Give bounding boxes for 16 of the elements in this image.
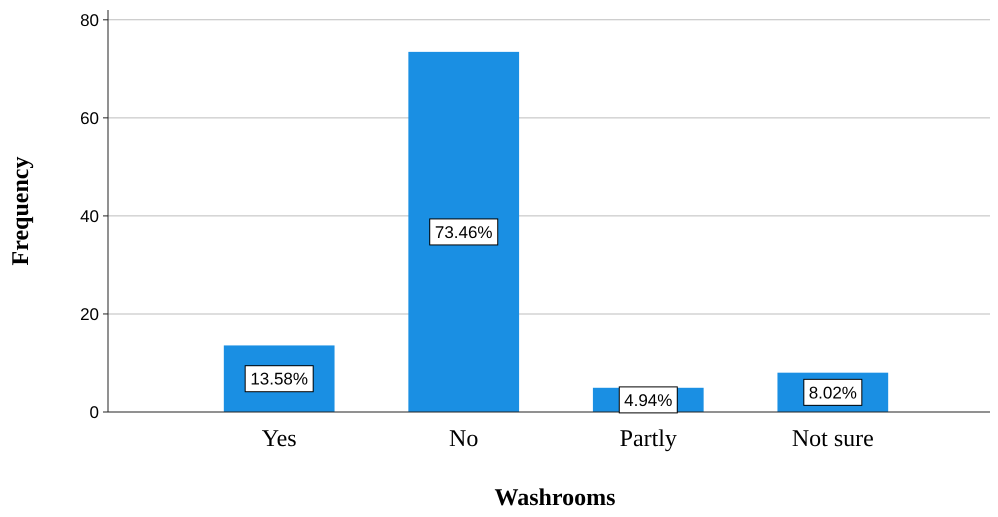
x-tick-label: Partly: [620, 426, 677, 452]
bar: [408, 52, 520, 412]
y-tick-label: 20: [80, 304, 99, 324]
x-tick-label: Not sure: [792, 426, 874, 452]
data-label: 73.46%: [434, 222, 493, 242]
data-label: 8.02%: [808, 383, 857, 402]
y-axis-title: Frequency: [8, 156, 34, 266]
y-tick-label: 0: [90, 402, 99, 422]
data-label: 13.58%: [250, 370, 308, 389]
x-tick-label: No: [449, 426, 478, 452]
y-tick-label: 60: [80, 108, 99, 128]
x-tick-label: Yes: [262, 426, 297, 452]
y-tick-label: 80: [80, 10, 99, 30]
y-tick-label: 40: [80, 206, 99, 226]
x-axis-title: Washrooms: [494, 485, 616, 511]
data-label: 4.94%: [624, 390, 672, 410]
